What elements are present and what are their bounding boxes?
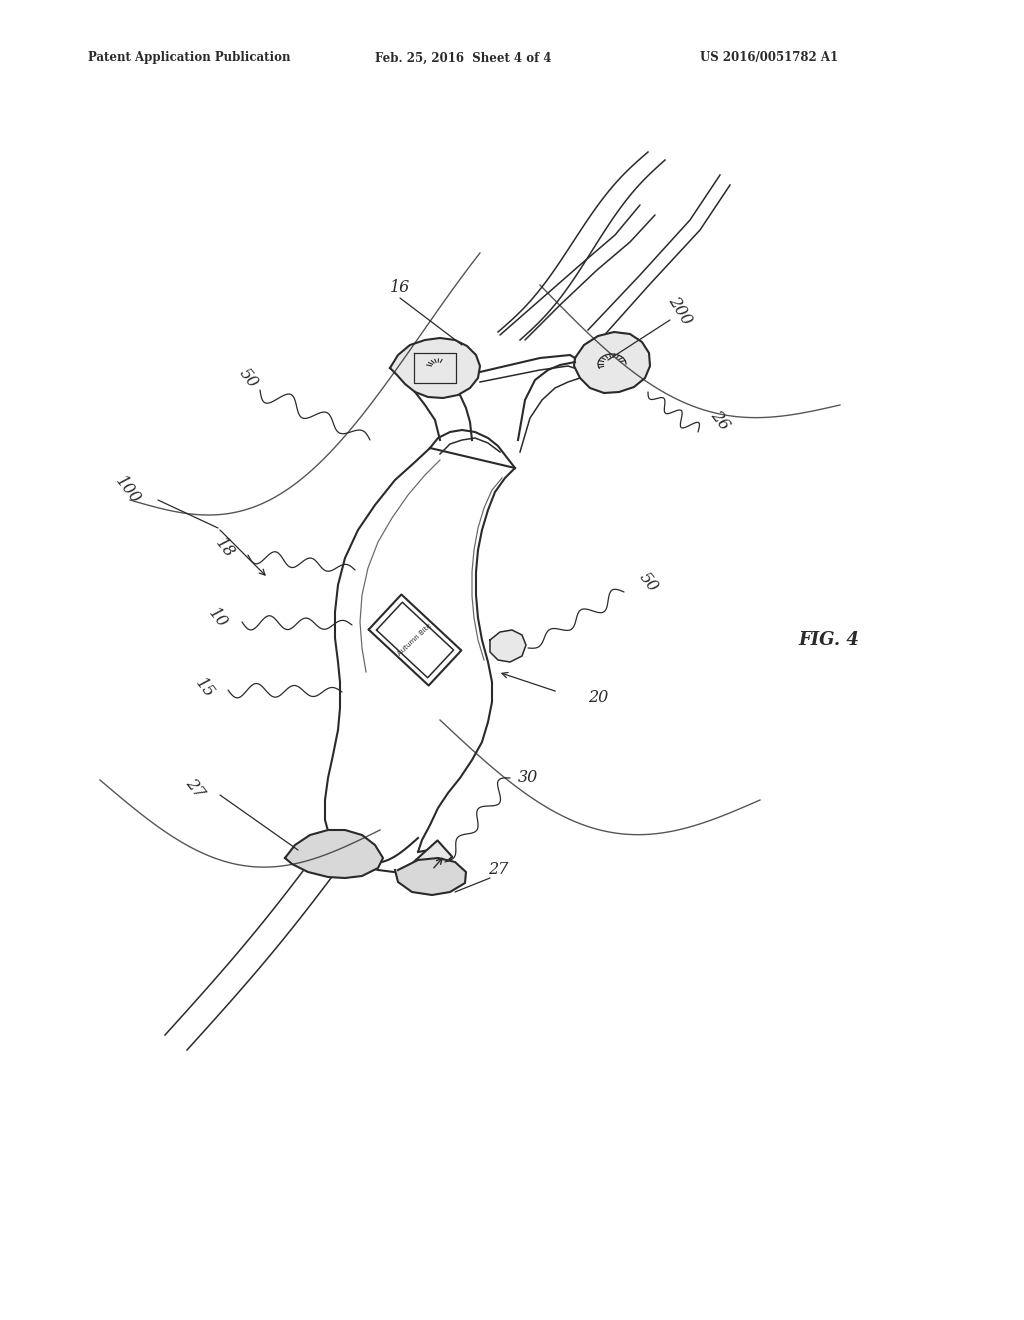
Text: Feb. 25, 2016  Sheet 4 of 4: Feb. 25, 2016 Sheet 4 of 4 <box>375 51 552 65</box>
Text: 50: 50 <box>635 569 660 595</box>
Text: 100: 100 <box>112 473 144 507</box>
Polygon shape <box>408 841 453 883</box>
Text: US 2016/0051782 A1: US 2016/0051782 A1 <box>700 51 838 65</box>
Polygon shape <box>369 594 462 685</box>
Text: Autumn Bite: Autumn Bite <box>397 623 433 657</box>
Text: 200: 200 <box>665 293 695 327</box>
Polygon shape <box>490 630 526 663</box>
Polygon shape <box>285 830 383 878</box>
Text: 30: 30 <box>518 770 539 787</box>
Text: Patent Application Publication: Patent Application Publication <box>88 51 291 65</box>
Text: 16: 16 <box>390 280 411 297</box>
Text: 10: 10 <box>205 605 231 631</box>
Text: 50: 50 <box>236 364 261 391</box>
Polygon shape <box>395 858 466 895</box>
Text: FIG. 4: FIG. 4 <box>798 631 859 649</box>
Polygon shape <box>574 333 650 393</box>
Text: 18: 18 <box>212 535 238 561</box>
Text: 27: 27 <box>182 775 208 801</box>
Text: 26: 26 <box>707 407 733 433</box>
Text: 15: 15 <box>193 675 218 701</box>
Text: 20: 20 <box>588 689 608 706</box>
Polygon shape <box>390 338 480 399</box>
Text: 27: 27 <box>487 862 508 879</box>
